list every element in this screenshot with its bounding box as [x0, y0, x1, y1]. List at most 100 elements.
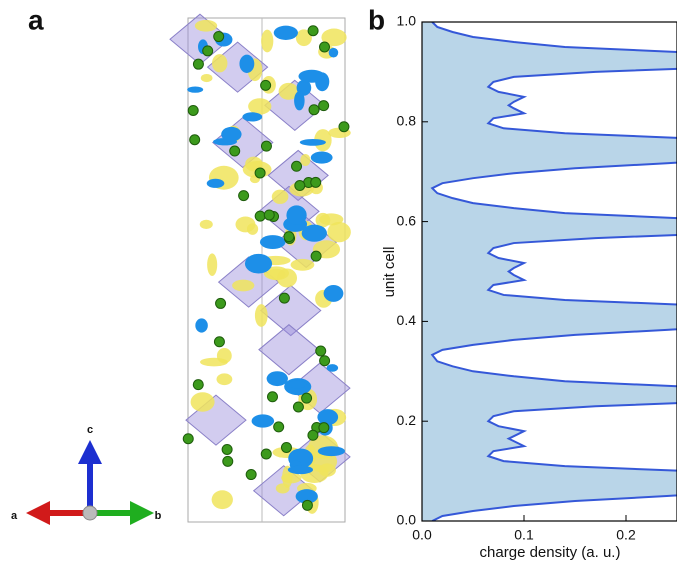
atom: [310, 176, 322, 188]
isosurface-blue: [266, 371, 288, 387]
isosurface-yellow: [211, 490, 233, 510]
atom: [245, 469, 257, 481]
atom: [189, 134, 201, 146]
axes-triad: c a b: [11, 424, 162, 525]
plot-frame: [421, 21, 677, 522]
atom: [215, 297, 227, 309]
isosurface-yellow: [278, 82, 299, 100]
atom: [301, 392, 313, 404]
atom: [260, 140, 272, 152]
atom: [221, 443, 233, 455]
isosurface-yellow: [216, 373, 233, 386]
y-tick-label: 0.2: [397, 412, 417, 428]
isosurface-yellow: [232, 279, 255, 292]
isosurface-yellow: [263, 266, 289, 281]
x-tick-label: 0.2: [616, 527, 636, 543]
isosurface-yellow: [315, 212, 331, 228]
panel-label: a: [28, 4, 44, 35]
atom: [222, 455, 234, 467]
density-line: [430, 22, 677, 521]
isosurface-blue: [187, 86, 204, 93]
isosurface-blue: [251, 414, 275, 428]
triad-label: b: [155, 510, 162, 522]
atom: [301, 499, 313, 511]
x-tick-label: 0.0: [412, 527, 432, 543]
atom: [254, 167, 266, 179]
y-axis-label: unit cell: [381, 247, 398, 298]
isosurface-yellow: [321, 28, 347, 47]
isosurface-blue: [310, 151, 333, 164]
atom: [254, 210, 266, 222]
atom: [307, 429, 319, 441]
isosurface-yellow: [327, 221, 351, 243]
isosurface-blue: [287, 465, 314, 475]
isosurface-blue: [286, 205, 307, 225]
isosurface-yellow: [200, 73, 213, 83]
triad-label: a: [11, 510, 18, 522]
isosurface-blue: [326, 364, 339, 372]
atom: [263, 209, 275, 221]
isosurface-blue: [273, 25, 298, 40]
atom: [319, 355, 331, 367]
isosurface-yellow: [194, 19, 218, 32]
crystal-structure: [169, 13, 351, 523]
atom: [319, 41, 331, 53]
atom: [260, 448, 272, 460]
isosurface-blue: [244, 253, 273, 274]
panel-label: b: [368, 4, 385, 35]
isosurface-yellow: [254, 304, 268, 327]
isosurface-yellow: [271, 189, 289, 204]
x-axis-label: charge density (a. u.): [480, 544, 621, 561]
atom: [266, 391, 278, 403]
y-tick-label: 0.6: [397, 212, 417, 228]
isosurface-blue: [242, 112, 263, 122]
atom: [338, 121, 350, 133]
atom: [278, 292, 290, 304]
isosurface-blue: [259, 235, 286, 250]
area-fill: [422, 22, 677, 521]
atom: [292, 401, 304, 413]
isosurface-blue: [221, 126, 242, 142]
isosurface-blue: [299, 138, 326, 146]
atom: [318, 100, 330, 112]
isosurface-yellow: [199, 219, 213, 229]
atom: [310, 250, 322, 262]
isosurface-yellow: [245, 156, 263, 172]
atom: [318, 422, 330, 434]
triad-label: c: [87, 424, 93, 436]
atom: [283, 231, 295, 243]
atom: [182, 433, 194, 445]
atom: [187, 104, 199, 116]
atom: [291, 160, 303, 172]
isosurface-yellow: [261, 29, 274, 53]
isosurface-yellow: [235, 216, 256, 233]
atom: [213, 336, 225, 348]
octahedron: [259, 284, 322, 337]
isosurface-yellow: [275, 483, 290, 494]
x-tick-label: 0.1: [514, 527, 534, 543]
isosurface-yellow: [190, 392, 215, 412]
atom: [229, 145, 241, 157]
y-tick-label: 0.8: [397, 113, 417, 129]
atom: [307, 25, 319, 37]
y-tick-label: 0.4: [397, 312, 417, 328]
isosurface-blue: [286, 380, 307, 389]
isosurface-yellow: [295, 29, 312, 47]
atom: [308, 104, 320, 116]
isosurface-yellow: [207, 253, 218, 277]
isosurface-blue: [328, 47, 339, 58]
atom: [260, 79, 272, 91]
isosurface-yellow: [211, 54, 228, 73]
isosurface-yellow: [248, 98, 272, 115]
isosurface-blue: [195, 318, 208, 333]
atom: [238, 190, 250, 202]
atom: [213, 31, 225, 43]
atom: [315, 345, 327, 357]
isosurface-yellow: [216, 348, 232, 364]
atom: [273, 421, 285, 433]
atom: [280, 441, 292, 453]
isosurface-blue: [323, 285, 344, 302]
isosurface-yellow: [290, 258, 315, 271]
atom: [202, 45, 214, 57]
